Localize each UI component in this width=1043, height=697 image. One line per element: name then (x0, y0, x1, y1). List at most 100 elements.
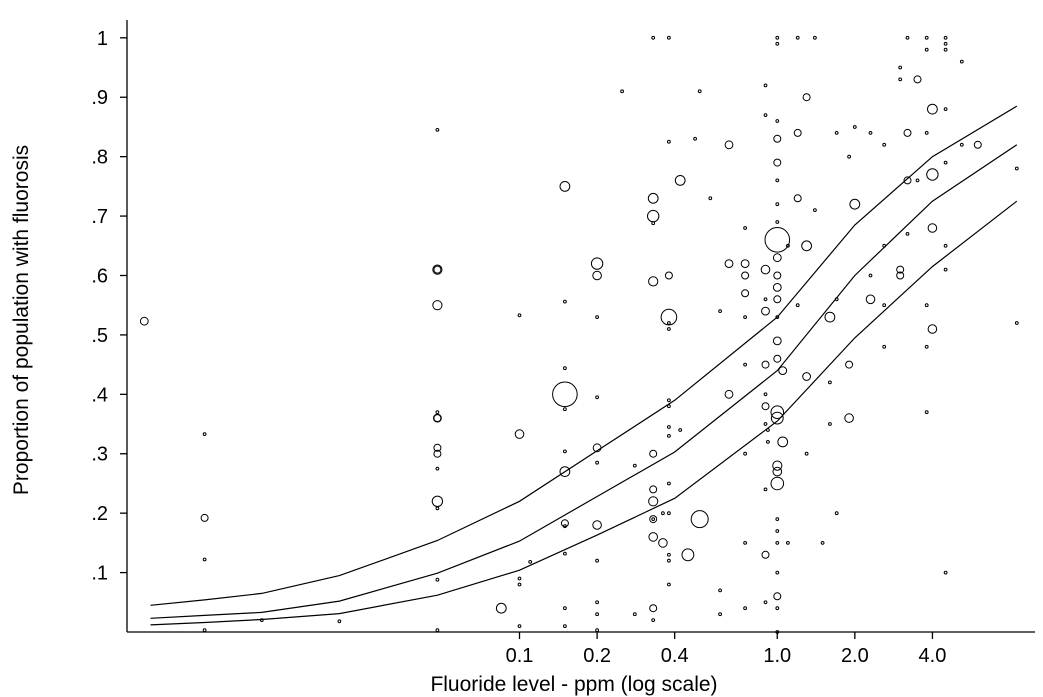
data-point (667, 35, 671, 40)
data-point (927, 324, 938, 334)
data-point (763, 113, 768, 117)
data-point (927, 223, 938, 233)
data-point (433, 443, 442, 452)
data-point (905, 232, 910, 236)
data-point (793, 128, 802, 137)
y-tick-label: .6 (91, 265, 108, 287)
data-point (743, 315, 747, 320)
data-point (943, 570, 948, 575)
data-point (775, 41, 780, 46)
data-point (592, 443, 602, 453)
data-point (595, 315, 599, 320)
data-point (763, 600, 768, 605)
data-point (865, 294, 876, 305)
data-point (200, 513, 209, 522)
data-point (844, 413, 854, 423)
data-point (517, 313, 522, 318)
data-point (678, 428, 683, 432)
data-point (943, 107, 948, 111)
data-point (761, 306, 770, 316)
data-point (903, 128, 912, 137)
data-point (770, 405, 785, 420)
data-point (563, 551, 567, 556)
data-point (517, 576, 522, 581)
data-point (847, 154, 851, 159)
data-point (927, 103, 938, 115)
data-point (649, 485, 658, 494)
data-point (804, 451, 809, 456)
data-point (667, 139, 671, 144)
data-point (795, 35, 800, 40)
data-point (763, 297, 768, 302)
data-point (772, 283, 782, 292)
data-point (766, 428, 770, 432)
data-point (849, 198, 861, 210)
data-point (905, 35, 910, 40)
data-point (651, 517, 656, 521)
data-point (495, 602, 507, 614)
y-tick-label: .7 (91, 206, 108, 228)
data-point (795, 303, 800, 308)
data-point (435, 466, 440, 471)
data-point (778, 366, 788, 376)
data-point (559, 181, 571, 192)
data-point (882, 344, 887, 349)
data-point (708, 196, 713, 201)
data-point (690, 510, 709, 529)
x-axis-title: Fluoride level - ppm (log scale) (430, 673, 717, 696)
data-point (552, 381, 578, 408)
data-point (724, 389, 734, 399)
data-point (882, 303, 887, 308)
x-tick-label: 0.1 (506, 645, 534, 667)
data-point (834, 511, 839, 516)
data-point (743, 606, 747, 611)
data-point (592, 520, 602, 530)
data-point (820, 541, 825, 545)
data-point (852, 125, 857, 129)
data-point (743, 451, 747, 456)
x-tick-label: 0.4 (661, 645, 689, 667)
data-point (435, 577, 440, 582)
data-point (667, 398, 671, 403)
data-point (775, 529, 780, 533)
data-point (667, 434, 671, 438)
data-point (592, 270, 602, 281)
data-point (770, 411, 784, 425)
data-point (632, 463, 637, 468)
data-point (528, 560, 533, 564)
data-point (896, 265, 905, 274)
data-point (772, 336, 782, 346)
data-point (802, 372, 811, 381)
data-point (764, 227, 791, 253)
data-point (775, 119, 780, 123)
data-point (802, 93, 811, 102)
data-point (658, 538, 668, 548)
fitted-curve (150, 105, 1018, 606)
data-point (667, 511, 671, 516)
data-point (660, 308, 678, 326)
data-point (590, 257, 604, 270)
data-point (649, 515, 658, 524)
data-point (824, 311, 836, 323)
data-point (651, 221, 656, 226)
data-point (924, 47, 929, 52)
data-point (664, 271, 673, 280)
data-point (718, 612, 722, 617)
data-point (775, 178, 780, 183)
data-point (433, 414, 442, 423)
data-point (724, 140, 734, 150)
data-point (595, 460, 599, 465)
data-point (724, 259, 734, 269)
y-axis-ticks: .1 .2 .3 .4 .5 .6 .7 .8 .9 1 (91, 28, 127, 585)
data-point (647, 192, 659, 204)
data-point (772, 466, 783, 477)
data-point (801, 240, 812, 252)
data-point (770, 476, 785, 491)
data-point (926, 168, 939, 181)
data-point (775, 315, 780, 320)
y-tick-label: .3 (91, 444, 108, 466)
data-point (943, 160, 948, 165)
data-point (435, 128, 440, 132)
data-point (896, 271, 905, 280)
